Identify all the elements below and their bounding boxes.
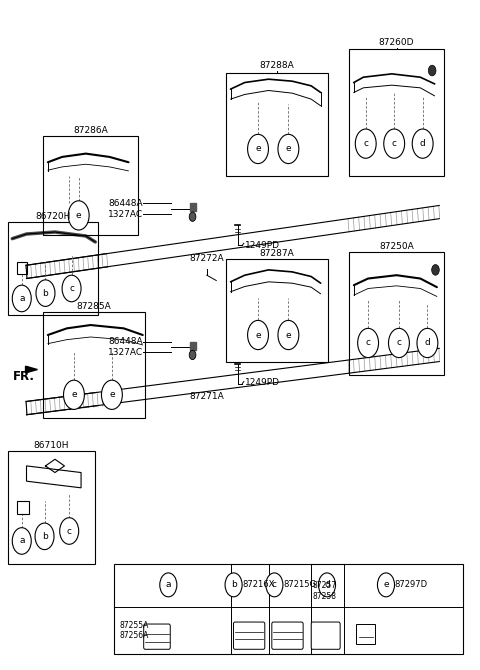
Text: 86710H: 86710H <box>34 442 69 450</box>
Text: a: a <box>19 537 24 545</box>
Text: 87288A: 87288A <box>259 62 294 70</box>
Text: 87287A: 87287A <box>259 249 294 258</box>
Text: c: c <box>366 338 371 348</box>
Text: 86720H: 86720H <box>35 212 70 221</box>
Bar <box>356 624 375 644</box>
Circle shape <box>412 129 433 158</box>
Text: 1249PD: 1249PD <box>245 379 280 387</box>
Circle shape <box>63 380 84 409</box>
Circle shape <box>12 528 31 554</box>
Text: a: a <box>19 294 24 303</box>
Circle shape <box>377 573 395 597</box>
Text: d: d <box>324 580 330 590</box>
Text: c: c <box>396 338 401 348</box>
Polygon shape <box>25 366 37 373</box>
Text: e: e <box>255 330 261 340</box>
Circle shape <box>225 573 242 597</box>
Circle shape <box>12 285 31 312</box>
Bar <box>349 252 444 375</box>
Text: b: b <box>231 580 237 590</box>
Text: 87255A
87256A: 87255A 87256A <box>120 621 149 641</box>
Text: b: b <box>42 532 48 541</box>
Text: c: c <box>392 139 396 148</box>
Text: 87297D: 87297D <box>395 580 428 590</box>
Text: 86448A: 86448A <box>108 199 143 208</box>
FancyBboxPatch shape <box>233 622 265 649</box>
Text: 87285A: 87285A <box>76 302 111 311</box>
Text: 1327AC: 1327AC <box>108 210 143 218</box>
Circle shape <box>384 129 405 158</box>
Text: 87286A: 87286A <box>73 126 108 135</box>
FancyBboxPatch shape <box>272 622 303 649</box>
Text: c: c <box>363 139 368 148</box>
Circle shape <box>266 573 283 597</box>
Circle shape <box>358 328 379 358</box>
Bar <box>8 452 96 564</box>
Text: a: a <box>166 580 171 590</box>
Circle shape <box>35 523 54 549</box>
Text: 87272A: 87272A <box>190 254 224 263</box>
Text: 87250A: 87250A <box>379 242 414 251</box>
Circle shape <box>68 201 89 230</box>
Text: 87260D: 87260D <box>379 38 414 47</box>
Circle shape <box>417 328 438 358</box>
Text: e: e <box>255 145 261 153</box>
Bar <box>17 501 29 515</box>
Bar <box>43 312 145 418</box>
Circle shape <box>189 212 196 221</box>
Polygon shape <box>26 348 440 415</box>
Bar <box>114 564 463 654</box>
Text: b: b <box>43 289 48 297</box>
Circle shape <box>160 573 177 597</box>
Bar <box>349 50 444 176</box>
Circle shape <box>60 518 79 544</box>
Circle shape <box>248 135 268 163</box>
Circle shape <box>36 280 55 306</box>
Bar <box>190 204 196 212</box>
Text: e: e <box>109 391 115 399</box>
Bar <box>17 262 27 274</box>
Bar <box>226 259 328 362</box>
Text: e: e <box>76 211 82 220</box>
Text: 86448A: 86448A <box>108 337 143 346</box>
FancyBboxPatch shape <box>144 624 170 649</box>
Circle shape <box>278 320 299 350</box>
Circle shape <box>388 328 409 358</box>
Text: e: e <box>71 391 77 399</box>
Text: 87257
87258: 87257 87258 <box>312 582 337 601</box>
Circle shape <box>318 573 336 597</box>
Polygon shape <box>26 206 440 279</box>
Bar <box>226 72 328 176</box>
Text: 87271A: 87271A <box>190 393 224 401</box>
Circle shape <box>62 275 81 302</box>
Text: c: c <box>69 284 74 293</box>
Text: e: e <box>286 330 291 340</box>
Text: 87216X: 87216X <box>242 580 275 590</box>
Bar <box>190 342 196 350</box>
Text: 1327AC: 1327AC <box>108 348 143 357</box>
Circle shape <box>278 135 299 163</box>
Circle shape <box>248 320 268 350</box>
Text: c: c <box>272 580 277 590</box>
Text: e: e <box>286 145 291 153</box>
Text: e: e <box>383 580 389 590</box>
Circle shape <box>189 350 196 360</box>
Polygon shape <box>26 466 81 488</box>
Text: 87215G: 87215G <box>283 580 316 590</box>
Text: d: d <box>424 338 430 348</box>
Text: 1249PD: 1249PD <box>245 241 280 250</box>
Circle shape <box>428 65 436 76</box>
Text: FR.: FR. <box>13 370 35 383</box>
FancyBboxPatch shape <box>311 622 340 649</box>
Text: d: d <box>420 139 426 148</box>
Text: c: c <box>67 527 72 535</box>
Bar <box>8 222 97 315</box>
Circle shape <box>432 265 439 275</box>
Bar <box>43 135 138 235</box>
Circle shape <box>355 129 376 158</box>
Circle shape <box>101 380 122 409</box>
